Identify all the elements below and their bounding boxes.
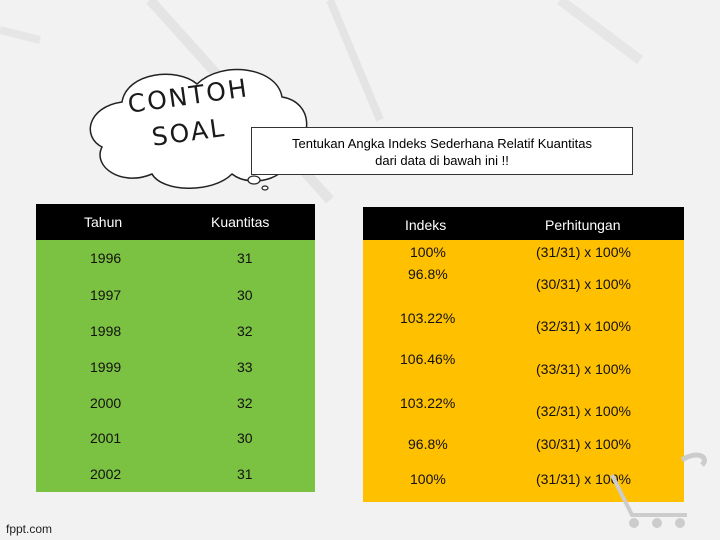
- header-kuantitas: Kuantitas: [211, 214, 270, 230]
- instruction-line2: dari data di bawah ini !!: [375, 153, 509, 168]
- indeks-cell: 100%: [410, 244, 446, 260]
- kuantitas-cell: 31: [237, 466, 253, 482]
- perhitungan-cell: (32/31) x 100%: [536, 403, 631, 419]
- header-indeks: Indeks: [405, 217, 447, 233]
- left-table-body: [36, 240, 315, 492]
- right-table-header: [363, 207, 684, 240]
- kuantitas-cell: 32: [237, 323, 253, 339]
- tahun-cell: 1999: [90, 359, 122, 375]
- indeks-cell: 100%: [410, 471, 446, 487]
- left-table-header: [36, 204, 315, 240]
- tahun-cell: 1996: [90, 250, 122, 266]
- header-perhitungan: Perhitungan: [545, 217, 621, 233]
- perhitungan-cell: (30/31) x 100%: [536, 436, 631, 452]
- right-table-body: [363, 240, 684, 502]
- kuantitas-cell: 32: [237, 395, 253, 411]
- perhitungan-cell: (33/31) x 100%: [536, 361, 631, 377]
- kuantitas-cell: 31: [237, 250, 253, 266]
- indeks-cell: 103.22%: [400, 310, 456, 326]
- tahun-cell: 2000: [90, 395, 122, 411]
- instruction-line1: Tentukan Angka Indeks Sederhana Relatif …: [292, 136, 592, 151]
- kuantitas-cell: 30: [237, 430, 253, 446]
- indeks-cell: 96.8%: [408, 266, 448, 282]
- tahun-cell: 2001: [90, 430, 122, 446]
- kuantitas-cell: 33: [237, 359, 253, 375]
- perhitungan-cell: (31/31) x 100%: [536, 244, 631, 260]
- kuantitas-cell: 30: [237, 287, 253, 303]
- tahun-cell: 2002: [90, 466, 122, 482]
- perhitungan-cell: (30/31) x 100%: [536, 276, 631, 292]
- instruction-box: Tentukan Angka Indeks Sederhana Relatif …: [251, 127, 633, 175]
- indeks-cell: 103.22%: [400, 395, 456, 411]
- indeks-cell: 106.46%: [400, 351, 456, 367]
- cart-icon: [610, 452, 707, 528]
- tahun-cell: 1997: [90, 287, 122, 303]
- tahun-cell: 1998: [90, 323, 122, 339]
- footer-brand[interactable]: fppt.com: [6, 522, 53, 536]
- perhitungan-cell: (32/31) x 100%: [536, 318, 631, 334]
- perhitungan-cell: (31/31) x 100%: [536, 471, 631, 487]
- indeks-cell: 96.8%: [408, 436, 448, 452]
- header-tahun: Tahun: [84, 214, 123, 230]
